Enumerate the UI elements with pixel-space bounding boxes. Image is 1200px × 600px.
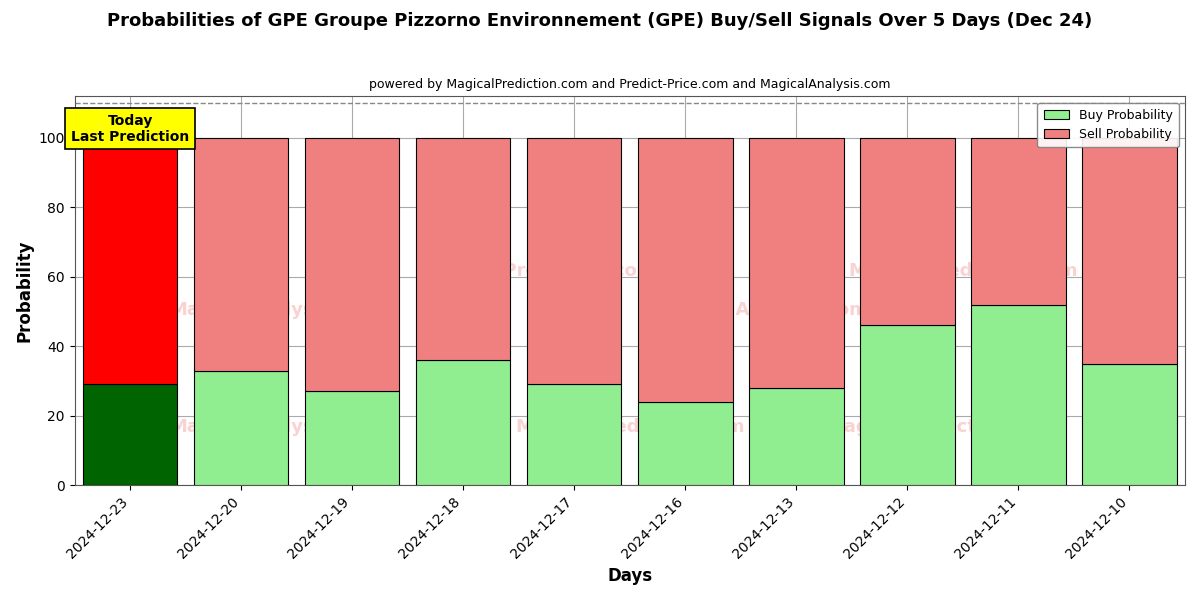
Bar (83, 138, 178, 385)
Bar (527, 385, 622, 485)
Bar (971, 305, 1066, 485)
Bar (1082, 138, 1177, 364)
Text: Today
Last Prediction: Today Last Prediction (71, 113, 190, 144)
Bar (1082, 364, 1177, 485)
Title: powered by MagicalPrediction.com and Predict-Price.com and MagicalAnalysis.com: powered by MagicalPrediction.com and Pre… (370, 78, 890, 91)
Bar (194, 138, 288, 371)
Y-axis label: Probability: Probability (16, 239, 34, 342)
Bar (638, 138, 732, 402)
Bar (83, 385, 178, 485)
Text: Probabilities of GPE Groupe Pizzorno Environnement (GPE) Buy/Sell Signals Over 5: Probabilities of GPE Groupe Pizzorno Env… (107, 12, 1093, 30)
Text: MagicalPrediction.com: MagicalPrediction.com (426, 262, 655, 280)
Legend: Buy Probability, Sell Probability: Buy Probability, Sell Probability (1037, 103, 1178, 148)
Bar (860, 138, 955, 325)
Bar (416, 138, 510, 360)
Bar (749, 388, 844, 485)
Text: MagicalAnalysis.com: MagicalAnalysis.com (169, 301, 379, 319)
Bar (638, 402, 732, 485)
Bar (305, 391, 400, 485)
Bar (416, 360, 510, 485)
X-axis label: Days: Days (607, 567, 653, 585)
Bar (305, 138, 400, 391)
Bar (971, 138, 1066, 305)
Text: MagicalPrediction.com: MagicalPrediction.com (848, 262, 1078, 280)
Text: MagicalAnalysis.com: MagicalAnalysis.com (169, 418, 379, 436)
Bar (749, 138, 844, 388)
Bar (527, 138, 622, 385)
Text: MagicalPrediction.com: MagicalPrediction.com (515, 418, 744, 436)
Bar (860, 325, 955, 485)
Text: MagicalAnalysis.com: MagicalAnalysis.com (658, 301, 868, 319)
Text: MagicalPrediction.com: MagicalPrediction.com (826, 418, 1056, 436)
Bar (194, 371, 288, 485)
